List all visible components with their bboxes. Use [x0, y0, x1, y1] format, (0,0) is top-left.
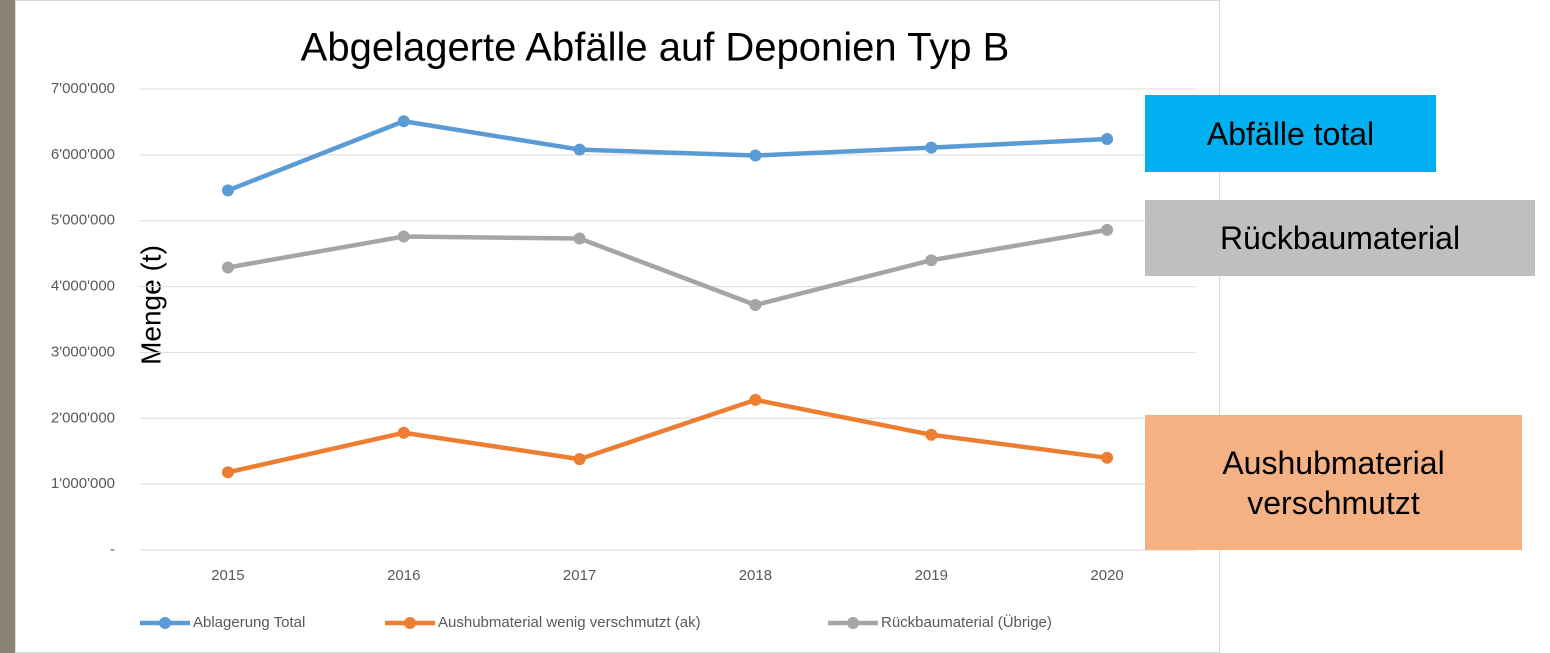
data-point — [574, 144, 586, 156]
data-point — [1101, 133, 1113, 145]
x-tick-label: 2016 — [387, 567, 420, 584]
data-point — [1101, 224, 1113, 236]
page: Abgelagerte Abfälle auf Deponien Typ B M… — [0, 0, 1550, 653]
data-point — [749, 394, 761, 406]
chart-frame — [16, 1, 1220, 653]
data-point — [749, 299, 761, 311]
y-tick-label: 6'000'000 — [51, 146, 115, 163]
y-axis-label: Menge (t) — [135, 245, 166, 365]
data-point — [398, 115, 410, 127]
annotation: Abfälle total — [1145, 95, 1436, 172]
y-tick-label: 4'000'000 — [51, 278, 115, 295]
data-point — [1101, 452, 1113, 464]
legend-label: Aushubmaterial wenig verschmutzt (ak) — [438, 614, 701, 631]
y-tick-label: 7'000'000 — [51, 80, 115, 97]
data-point — [925, 142, 937, 154]
data-point — [574, 232, 586, 244]
x-tick-label: 2019 — [915, 567, 948, 584]
y-tick-label: 1'000'000 — [51, 475, 115, 492]
data-point — [222, 466, 234, 478]
data-point — [222, 261, 234, 273]
annotation: Rückbaumaterial — [1145, 200, 1535, 276]
legend-label: Rückbaumaterial (Übrige) — [881, 613, 1052, 631]
data-point — [222, 184, 234, 196]
data-point — [398, 231, 410, 243]
y-tick-label: 2'000'000 — [51, 409, 115, 426]
legend-marker — [159, 617, 171, 629]
legend-marker — [847, 617, 859, 629]
y-tick-label: 3'000'000 — [51, 343, 115, 360]
x-tick-label: 2017 — [563, 567, 596, 584]
data-point — [398, 427, 410, 439]
data-point — [749, 150, 761, 162]
y-tick-label: 5'000'000 — [51, 212, 115, 229]
legend-marker — [404, 617, 416, 629]
x-tick-label: 2020 — [1090, 567, 1123, 584]
y-tick-label: - — [110, 541, 115, 558]
legend-label: Ablagerung Total — [193, 614, 305, 631]
data-point — [925, 429, 937, 441]
chart-title: Abgelagerte Abfälle auf Deponien Typ B — [301, 26, 1010, 70]
photo-edge — [0, 0, 15, 653]
data-point — [925, 254, 937, 266]
data-point — [574, 453, 586, 465]
x-tick-label: 2018 — [739, 567, 772, 584]
x-tick-label: 2015 — [211, 567, 244, 584]
annotation: Aushubmaterial verschmutzt — [1145, 415, 1522, 550]
